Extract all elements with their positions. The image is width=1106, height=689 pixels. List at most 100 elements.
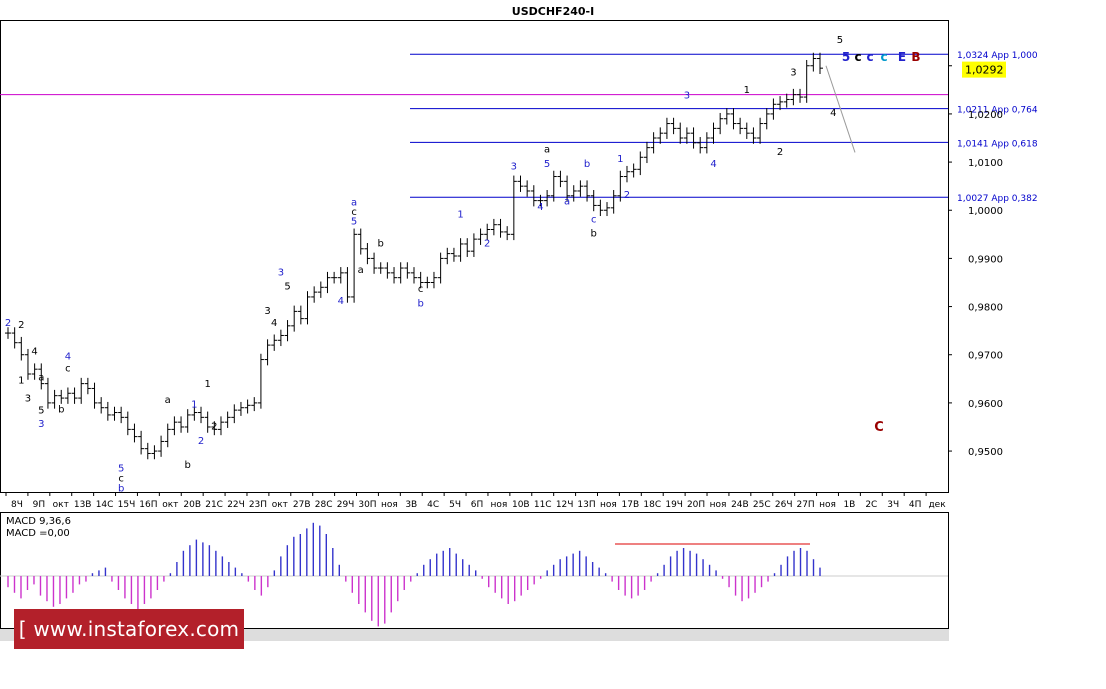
wave-label: b (591, 229, 597, 240)
ohlc-bar (510, 175, 517, 241)
wave-label: 4 (65, 352, 71, 363)
ohlc-bar (91, 382, 98, 409)
wave-label: a (358, 265, 364, 276)
x-tick-label: ноя (491, 500, 508, 510)
ohlc-bar (643, 141, 650, 164)
x-tick-label: 20В (183, 500, 201, 510)
wave-label: 5 (38, 405, 44, 416)
ohlc-bar (763, 108, 770, 130)
ohlc-bar (11, 327, 18, 349)
x-tick-label: 13В (74, 500, 92, 510)
ohlc-bar (557, 170, 564, 188)
macd-title: MACD 9,36,6 (6, 516, 71, 527)
ohlc-bar (610, 190, 617, 214)
ohlc-bar (690, 127, 697, 149)
ohlc-bar (770, 98, 777, 120)
ohlc-bar (284, 320, 291, 342)
ohlc-bar (584, 180, 591, 202)
x-tick-label: ноя (819, 500, 836, 510)
ohlc-bar (138, 430, 145, 455)
fib-level-label: 1,0211 App 0,764 (957, 106, 1038, 116)
x-tick-label: 9П (33, 500, 46, 510)
wave-label: 5 (118, 463, 124, 474)
x-tick-label: 28С (315, 500, 333, 510)
ohlc-bar (371, 252, 378, 274)
ohlc-bar (204, 411, 211, 433)
price-panel-frame (0, 20, 949, 493)
ohlc-bar (743, 122, 750, 139)
ohlc-bar (464, 238, 471, 257)
ohlc-bar (810, 52, 817, 72)
ohlc-bar (710, 122, 717, 144)
ohlc-bar (570, 185, 577, 202)
x-tick-label: 10В (512, 500, 530, 510)
ohlc-bar (297, 305, 304, 325)
x-tick-label: 29Ч (337, 500, 355, 510)
ohlc-bar (231, 404, 238, 424)
ohlc-bar (777, 96, 784, 111)
x-tick-label: 5Ч (449, 500, 461, 510)
projection-wave-label: c (880, 50, 887, 64)
y-tick-label: 0,9800 (968, 303, 1003, 314)
x-tick-label: 4С (427, 500, 439, 510)
wave-label: a (564, 196, 570, 207)
ohlc-bar (324, 271, 331, 294)
usdchf-chart: USDCHF240-I 1,0324 App 1,000 1,0211 App 0… (0, 5, 1038, 641)
macd-value: MACD =0,00 (6, 528, 70, 539)
ohlc-bar (637, 151, 644, 176)
x-tick-label: 20П (687, 500, 705, 510)
ohlc-bar (344, 267, 351, 303)
ohlc-bar (351, 228, 358, 303)
x-tick-label: 27В (293, 500, 311, 510)
ohlc-bar (411, 267, 417, 284)
ohlc-bar (617, 170, 624, 202)
ohlc-bar (391, 267, 398, 284)
wave-label: b (417, 299, 423, 310)
ohlc-bar (171, 416, 178, 436)
ohlc-bar (803, 59, 810, 103)
ohlc-bar (797, 88, 804, 103)
ohlc-bar (237, 401, 244, 416)
ohlc-bar (524, 180, 531, 197)
x-tick-label: 14С (96, 500, 114, 510)
ohlc-bar (737, 117, 744, 135)
fib-level-label: 1,0027 App 0,382 (957, 194, 1038, 204)
wave-label: b (378, 238, 384, 249)
wave-label: 2 (211, 421, 217, 432)
y-tick-label: 0,9500 (968, 447, 1003, 458)
ohlc-bar (271, 334, 278, 351)
ohlc-bar (364, 242, 371, 265)
ohlc-bar (337, 267, 344, 284)
ohlc-bar (730, 108, 737, 130)
ohlc-bar (377, 262, 384, 274)
ohlc-bar (257, 353, 264, 409)
ohlc-bar (437, 252, 444, 284)
wave-label: 1 (744, 85, 750, 96)
wave-label: 3 (278, 267, 284, 278)
wave-label: 3 (684, 91, 690, 102)
ohlc-bar (604, 202, 611, 217)
ohlc-bar (783, 93, 790, 108)
x-tick-label: 18С (643, 500, 661, 510)
ohlc-bar (530, 185, 537, 207)
ohlc-bar (790, 88, 797, 106)
ohlc-bar (44, 377, 51, 409)
ohlc-bar (24, 348, 31, 380)
wave-label: a (544, 144, 550, 155)
wave-label: 3 (25, 393, 31, 404)
ohlc-bar (430, 271, 437, 289)
ohlc-bar (311, 286, 318, 303)
wave-label: c (591, 214, 597, 225)
ohlc-bar (417, 271, 424, 289)
ohlc-bar (164, 423, 171, 448)
y-tick-label: 0,9700 (968, 351, 1003, 362)
ohlc-bar (291, 305, 298, 332)
ohlc-bar (457, 238, 464, 262)
x-tick-label: 6П (471, 500, 484, 510)
ohlc-bar (158, 435, 165, 457)
y-tick-label: 0,9900 (968, 254, 1003, 265)
wave-label: 2 (5, 318, 11, 329)
wave-label: b (185, 460, 191, 471)
x-tick-label: 19Ч (665, 500, 683, 510)
ohlc-bar (450, 247, 457, 262)
